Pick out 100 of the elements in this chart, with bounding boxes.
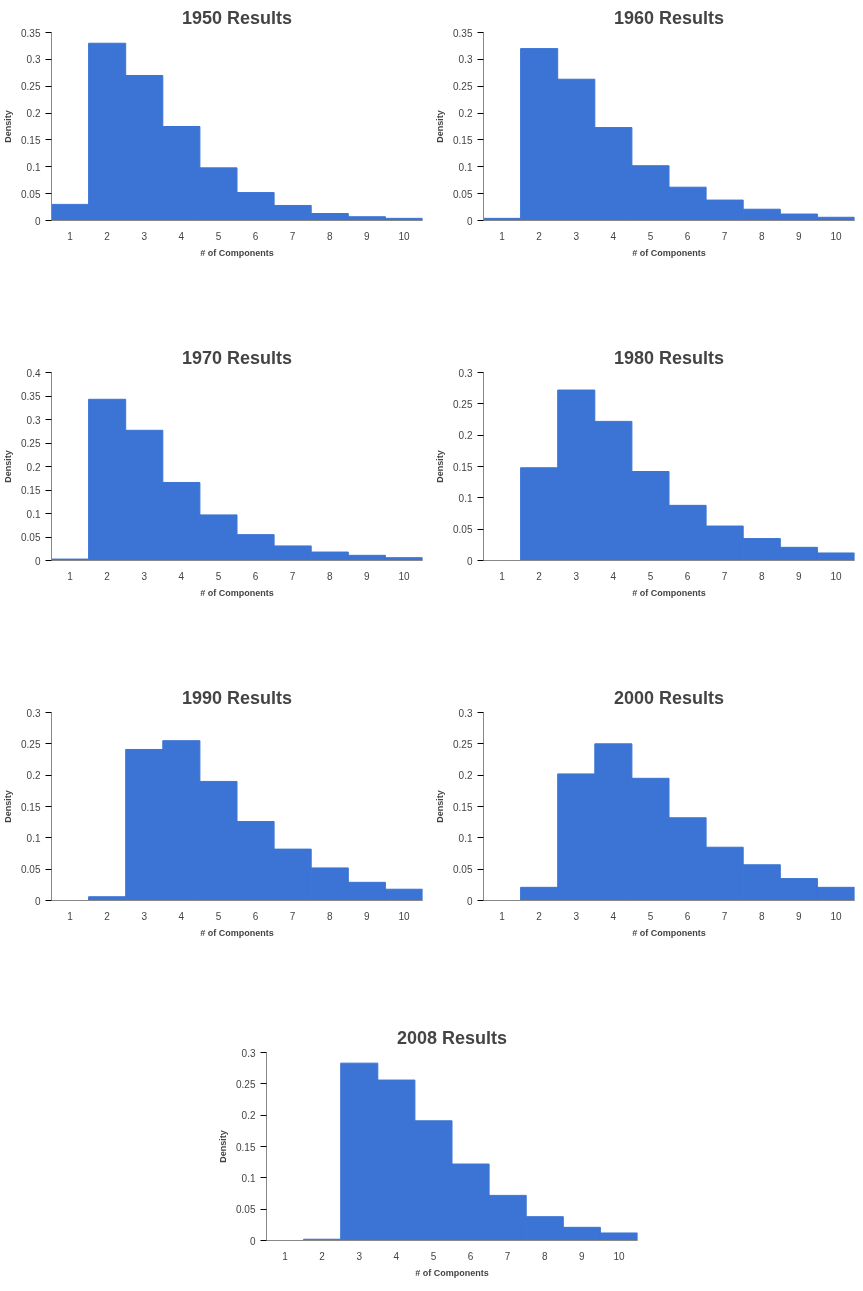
x-tick-label: 1 — [67, 910, 74, 922]
chart-title: 1950 Results — [181, 7, 293, 28]
y-tick-label: 0.35 — [21, 27, 41, 39]
x-axis-title: # of Components — [200, 927, 274, 938]
y-tick-label: 0.4 — [26, 367, 41, 379]
x-axis-title: # of Components — [632, 247, 706, 258]
y-tick-label: 0.05 — [236, 1204, 256, 1216]
x-tick-label: 4 — [178, 230, 185, 242]
x-tick-label: 5 — [215, 910, 222, 922]
x-tick-label: 1 — [499, 910, 506, 922]
y-tick-label: 0.2 — [458, 770, 473, 782]
x-tick-label: 3 — [356, 1250, 363, 1262]
y-tick-label: 0.25 — [453, 81, 473, 93]
y-tick-label: 0.3 — [458, 54, 473, 66]
x-axis-title: # of Components — [200, 247, 274, 258]
y-tick-label: 0.1 — [458, 161, 473, 173]
x-tick-label: 5 — [430, 1250, 437, 1262]
x-tick-label: 5 — [647, 910, 654, 922]
x-tick-label: 8 — [326, 230, 333, 242]
y-axis-title: Density — [435, 790, 446, 823]
y-tick-label: 0.1 — [458, 832, 473, 844]
x-tick-label: 10 — [830, 570, 842, 582]
x-tick-label: 5 — [647, 570, 654, 582]
x-tick-label: 10 — [613, 1250, 625, 1262]
x-tick-label: 2 — [536, 230, 543, 242]
y-tick-label: 0.1 — [26, 161, 41, 173]
y-tick-label: 0 — [34, 215, 41, 227]
x-axis-title: # of Components — [632, 587, 706, 598]
chart-title: 1980 Results — [613, 347, 725, 368]
x-tick-label: 7 — [289, 230, 296, 242]
x-tick-label: 8 — [541, 1250, 548, 1262]
y-tick-label: 0.25 — [21, 81, 41, 93]
y-tick-label: 0 — [466, 555, 473, 567]
x-tick-label: 4 — [178, 570, 185, 582]
chart-title: 1970 Results — [181, 347, 293, 368]
y-axis-title: Density — [3, 110, 14, 143]
y-tick-label: 0.3 — [241, 1047, 256, 1059]
chart-title: 1960 Results — [613, 7, 725, 28]
y-tick-label: 0.3 — [26, 707, 41, 719]
y-tick-label: 0.15 — [236, 1141, 256, 1153]
y-tick-label: 0.1 — [26, 508, 41, 520]
x-tick-label: 4 — [178, 910, 185, 922]
x-tick-label: 3 — [141, 230, 148, 242]
y-axis-title: Density — [218, 1130, 229, 1163]
x-tick-label: 10 — [398, 230, 410, 242]
y-tick-label: 0.2 — [26, 461, 41, 473]
y-tick-label: 0.35 — [21, 391, 41, 402]
x-tick-label: 2 — [104, 570, 111, 582]
x-tick-label: 9 — [364, 570, 371, 582]
y-tick-label: 0.15 — [453, 461, 473, 473]
y-tick-label: 0 — [34, 895, 41, 907]
x-tick-label: 7 — [289, 910, 296, 922]
x-tick-label: 5 — [215, 570, 222, 582]
y-tick-label: 0.05 — [453, 864, 473, 876]
x-tick-label: 4 — [610, 910, 617, 922]
x-tick-label: 8 — [758, 230, 765, 242]
x-tick-label: 1 — [499, 230, 506, 242]
x-tick-label: 9 — [796, 570, 803, 582]
y-tick-label: 0.05 — [453, 188, 473, 200]
x-tick-label: 2 — [104, 230, 111, 242]
x-tick-label: 10 — [398, 570, 410, 582]
y-tick-label: 0.2 — [26, 770, 41, 782]
y-axis-title: Density — [435, 450, 446, 483]
y-tick-label: 0.1 — [458, 492, 473, 504]
y-tick-label: 0.05 — [21, 864, 41, 876]
x-tick-label: 6 — [252, 910, 259, 922]
x-tick-label: 9 — [796, 230, 803, 242]
y-tick-label: 0.25 — [21, 438, 41, 449]
x-tick-label: 9 — [796, 910, 803, 922]
x-tick-label: 10 — [398, 910, 410, 922]
x-tick-label: 9 — [364, 230, 371, 242]
x-tick-label: 4 — [393, 1250, 400, 1262]
x-tick-label: 8 — [326, 570, 333, 582]
y-tick-label: 0.15 — [453, 801, 473, 813]
x-tick-label: 2 — [536, 570, 543, 582]
y-tick-label: 0.2 — [241, 1110, 256, 1122]
y-axis-title: Density — [3, 450, 14, 483]
y-tick-label: 0.25 — [453, 398, 473, 410]
x-tick-label: 6 — [252, 230, 259, 242]
x-tick-label: 1 — [282, 1250, 289, 1262]
x-tick-label: 7 — [721, 910, 728, 922]
y-tick-label: 0 — [34, 555, 41, 567]
x-tick-label: 4 — [610, 230, 617, 242]
y-tick-label: 0.1 — [26, 832, 41, 844]
x-tick-label: 8 — [326, 910, 333, 922]
x-tick-label: 7 — [721, 230, 728, 242]
y-tick-label: 0.25 — [236, 1078, 256, 1090]
x-tick-label: 10 — [830, 230, 842, 242]
y-tick-label: 0.05 — [21, 188, 41, 200]
y-tick-label: 0.25 — [453, 738, 473, 750]
x-tick-label: 7 — [721, 570, 728, 582]
y-tick-label: 0 — [466, 895, 473, 907]
x-tick-label: 3 — [573, 230, 580, 242]
y-tick-label: 0.1 — [241, 1172, 256, 1184]
y-tick-label: 0.15 — [21, 134, 41, 146]
y-tick-label: 0.3 — [458, 707, 473, 719]
x-tick-label: 6 — [684, 570, 691, 582]
x-tick-label: 10 — [830, 910, 842, 922]
x-tick-label: 7 — [289, 570, 296, 582]
x-tick-label: 6 — [252, 570, 259, 582]
